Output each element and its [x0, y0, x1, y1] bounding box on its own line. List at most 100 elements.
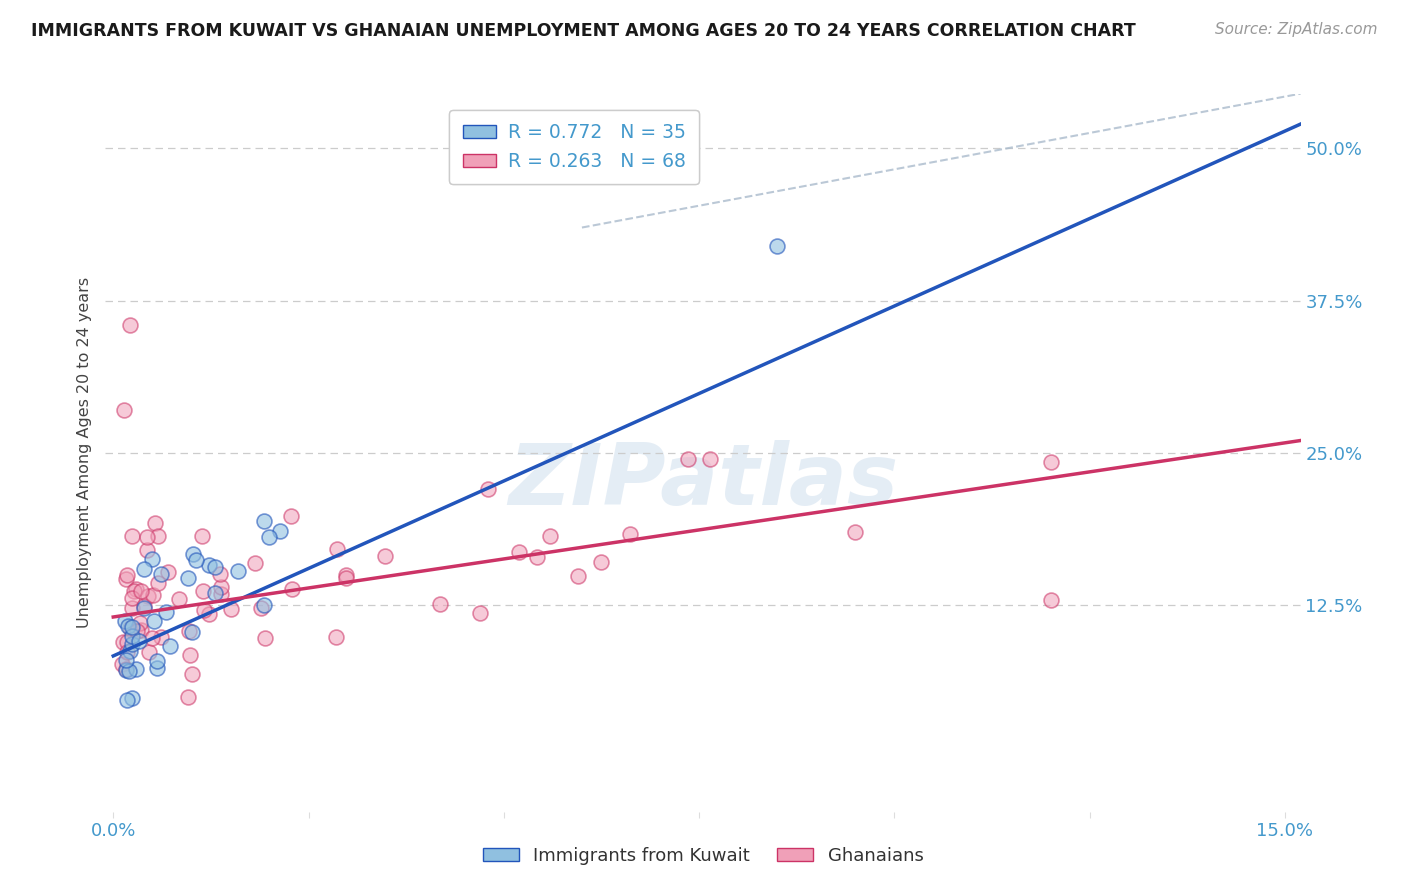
Point: [159, 639, 181, 653]
Point: [142, 588, 165, 602]
Point: [280, 582, 302, 596]
Point: [253, 598, 276, 612]
Point: [844, 524, 866, 539]
Point: [142, 614, 165, 628]
Point: [243, 556, 266, 570]
Point: [589, 556, 612, 570]
Point: [184, 553, 207, 567]
Point: [121, 601, 143, 615]
Point: [198, 558, 221, 573]
Point: [114, 614, 136, 628]
Point: [111, 657, 134, 672]
Point: [118, 644, 141, 658]
Point: [121, 691, 143, 706]
Point: [526, 549, 548, 564]
Point: [156, 565, 179, 579]
Point: [112, 403, 135, 417]
Point: [183, 547, 205, 561]
Point: [1039, 592, 1062, 607]
Point: [429, 597, 451, 611]
Point: [1039, 455, 1062, 469]
Point: [117, 645, 139, 659]
Point: [128, 633, 150, 648]
Point: [114, 663, 136, 677]
Legend: R = 0.772   N = 35, R = 0.263   N = 68: R = 0.772 N = 35, R = 0.263 N = 68: [450, 111, 699, 184]
Point: [193, 603, 215, 617]
Point: [209, 580, 232, 594]
Point: [257, 530, 280, 544]
Point: [117, 619, 139, 633]
Point: [179, 648, 201, 662]
Text: Source: ZipAtlas.com: Source: ZipAtlas.com: [1215, 22, 1378, 37]
Point: [136, 543, 159, 558]
Point: [150, 566, 173, 581]
Point: [143, 516, 166, 530]
Point: [131, 623, 153, 637]
Point: [115, 572, 138, 586]
Point: [141, 631, 163, 645]
Point: [619, 527, 641, 541]
Point: [146, 576, 169, 591]
Point: [118, 318, 141, 332]
Point: [253, 514, 276, 528]
Point: [125, 624, 148, 638]
Point: [177, 690, 200, 705]
Point: [335, 568, 357, 582]
Point: [118, 621, 141, 635]
Point: [335, 571, 357, 585]
Point: [134, 599, 156, 613]
Point: [204, 586, 226, 600]
Point: [181, 666, 204, 681]
Point: [136, 589, 159, 603]
Point: [766, 239, 789, 253]
Point: [508, 545, 530, 559]
Point: [122, 583, 145, 598]
Point: [129, 583, 152, 598]
Point: [121, 637, 143, 651]
Point: [115, 568, 138, 582]
Point: [177, 571, 200, 585]
Point: [198, 607, 221, 622]
Point: [115, 635, 138, 649]
Point: [129, 616, 152, 631]
Point: [146, 661, 169, 675]
Point: [121, 629, 143, 643]
Point: [226, 564, 249, 578]
Point: [146, 654, 169, 668]
Point: [115, 653, 138, 667]
Point: [249, 601, 271, 615]
Text: ZIPatlas: ZIPatlas: [508, 440, 898, 523]
Point: [325, 630, 347, 644]
Y-axis label: Unemployment Among Ages 20 to 24 years: Unemployment Among Ages 20 to 24 years: [76, 277, 91, 628]
Point: [121, 591, 143, 606]
Point: [121, 620, 143, 634]
Point: [177, 624, 200, 639]
Point: [121, 529, 143, 543]
Point: [180, 624, 202, 639]
Point: [540, 529, 562, 543]
Point: [676, 452, 699, 467]
Point: [112, 635, 135, 649]
Point: [124, 582, 146, 597]
Point: [269, 524, 291, 538]
Point: [115, 693, 138, 707]
Point: [191, 584, 214, 599]
Point: [155, 605, 177, 619]
Point: [567, 569, 589, 583]
Legend: Immigrants from Kuwait, Ghanaians: Immigrants from Kuwait, Ghanaians: [475, 840, 931, 872]
Point: [149, 630, 172, 644]
Point: [135, 530, 157, 544]
Point: [209, 587, 232, 601]
Point: [253, 631, 276, 645]
Point: [125, 662, 148, 676]
Point: [148, 529, 170, 543]
Point: [325, 541, 347, 556]
Point: [167, 591, 190, 606]
Point: [117, 664, 139, 678]
Point: [191, 529, 214, 543]
Point: [132, 600, 155, 615]
Point: [204, 559, 226, 574]
Point: [141, 552, 163, 566]
Point: [114, 662, 136, 676]
Point: [138, 645, 160, 659]
